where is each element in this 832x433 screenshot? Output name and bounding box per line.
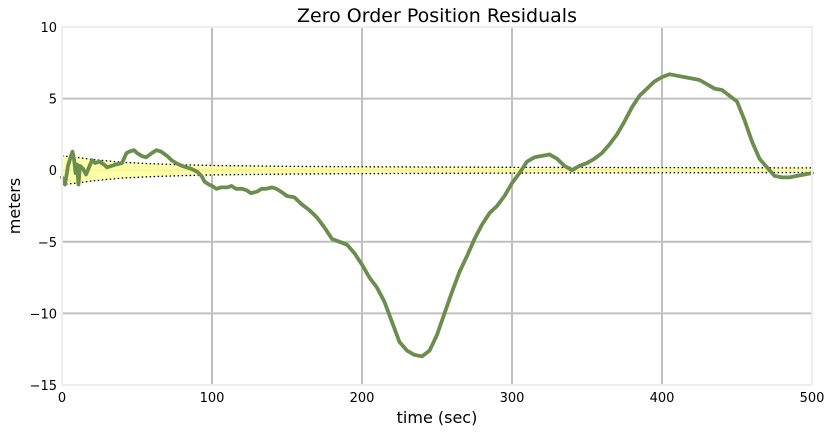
std-lower-line xyxy=(61,171,813,186)
plot-frame xyxy=(61,26,813,386)
x-tick-label: 400 xyxy=(650,391,675,406)
y-tick-label: 10 xyxy=(40,21,57,36)
std-upper-line xyxy=(61,155,813,169)
chart-title: Zero Order Position Residuals xyxy=(297,5,577,27)
std-band-fill xyxy=(62,155,812,185)
y-tick-label: 0 xyxy=(49,164,57,179)
y-tick-label: −10 xyxy=(30,307,57,322)
x-axis-label: time (sec) xyxy=(397,408,478,427)
residual-line xyxy=(60,72,814,359)
y-tick-label: 5 xyxy=(49,93,57,108)
y-tick-label: −5 xyxy=(38,236,57,251)
y-tick-labels: −15 −10 −5 0 5 10 xyxy=(30,21,57,394)
y-axis-label: meters xyxy=(5,178,24,234)
y-tick-label: −15 xyxy=(30,379,57,394)
residual-series xyxy=(60,72,814,359)
x-tick-label: 100 xyxy=(200,391,225,406)
x-tick-label: 0 xyxy=(58,391,66,406)
x-tick-label: 300 xyxy=(500,391,525,406)
x-tick-label: 200 xyxy=(350,391,375,406)
x-tick-labels: 0 100 200 300 400 500 xyxy=(58,391,825,406)
std-band xyxy=(61,155,813,186)
x-tick-label: 500 xyxy=(800,391,825,406)
